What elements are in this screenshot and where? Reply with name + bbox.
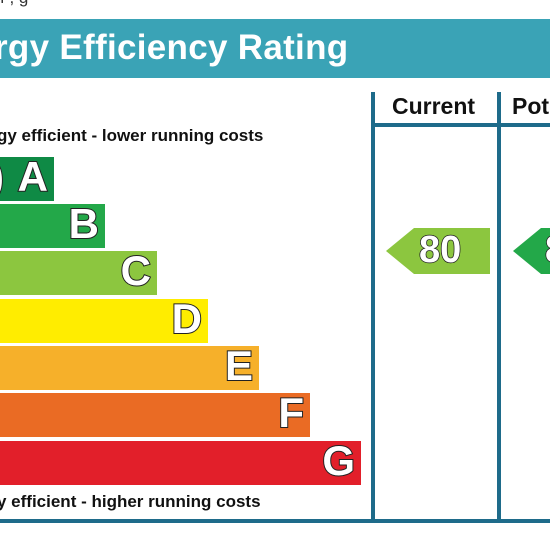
current-arrow-shape — [386, 228, 490, 274]
chart-title: rgy Efficiency Rating — [0, 28, 349, 67]
band-letter-c: C — [120, 246, 152, 295]
band-letter-e: E — [224, 341, 254, 390]
potential-rating-arrow: 8 — [513, 228, 550, 274]
band-range-a: ) — [0, 152, 5, 201]
band-f: F — [0, 388, 310, 437]
current-rating-arrow: 80 — [386, 228, 490, 274]
potential-column-header: Pot — [512, 93, 550, 119]
band-letter-d: D — [171, 294, 203, 343]
band-letter-g: G — [321, 436, 356, 485]
frame-mid-divider — [497, 92, 501, 522]
top-caption: gy efficient - lower running costs — [0, 126, 264, 145]
current-column-header: Current — [392, 93, 476, 119]
top-clipped-text: f , g — [0, 0, 550, 8]
current-rating-value: 80 — [418, 228, 462, 272]
bottom-caption: y efficient - higher running costs — [0, 492, 261, 511]
frame-bottom-line — [0, 519, 550, 523]
band-b: B — [0, 199, 105, 248]
band-letter-f: F — [277, 388, 305, 437]
band-d: D — [0, 294, 208, 343]
band-letter-b: B — [68, 199, 100, 248]
band-c: C — [0, 246, 157, 295]
band-g: G — [0, 436, 361, 485]
potential-arrow-shape — [513, 228, 550, 274]
title-bar — [0, 19, 550, 78]
band-letter-a: A — [17, 152, 49, 201]
band-e: E — [0, 341, 259, 390]
potential-rating-value: 8 — [544, 228, 550, 272]
band-a: A) — [0, 152, 54, 201]
frame-left-divider — [371, 92, 375, 522]
frame-header-underline — [371, 123, 550, 127]
